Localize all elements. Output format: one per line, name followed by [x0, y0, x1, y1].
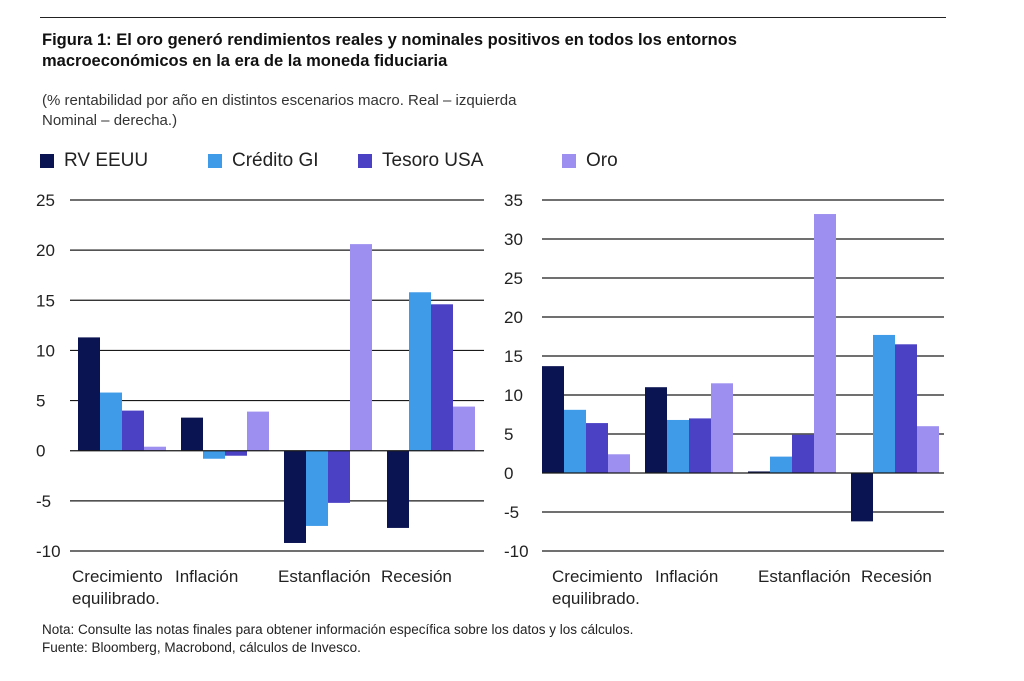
- chart-real: -10 -5 0 5 10 15 20 25 Crecimiento equilibrado. In…: [36, 191, 484, 608]
- y-tick-label: 15: [504, 347, 523, 366]
- bar: [247, 411, 269, 451]
- category-label: Inflación: [655, 567, 718, 586]
- bar: [350, 244, 372, 451]
- bar: [122, 410, 144, 451]
- bar: [453, 406, 475, 451]
- y-tick-label: 20: [504, 308, 523, 327]
- category-label: equilibrado.: [552, 589, 640, 608]
- bar: [667, 419, 689, 473]
- y-tick-label: 30: [504, 230, 523, 249]
- category-label: Crecimiento: [552, 567, 643, 586]
- chart-legend: RV EEUU Crédito GI Tesoro USA Oro: [40, 150, 940, 176]
- legend-swatch: [358, 154, 372, 168]
- bar: [873, 334, 895, 473]
- bar: [770, 456, 792, 473]
- subtitle-line-1: (% rentabilidad por año en distintos esc…: [42, 92, 517, 109]
- y-tick-label: -10: [504, 542, 529, 561]
- bar: [144, 446, 166, 451]
- legend-label: Tesoro USA: [382, 150, 484, 171]
- bar: [851, 473, 873, 522]
- bar: [586, 423, 608, 473]
- y-tick-label: 0: [36, 442, 45, 461]
- source-text: Fuente: Bloomberg, Macrobond, cálculos d…: [42, 640, 361, 655]
- title-line-1: Figura 1: El oro generó rendimientos rea…: [42, 31, 737, 49]
- legend-swatch: [40, 154, 54, 168]
- category-label: equilibrado.: [72, 589, 160, 608]
- bar: [792, 434, 814, 473]
- y-tick-label: 5: [36, 392, 45, 411]
- y-tick-label: -5: [36, 492, 51, 511]
- subtitle-line-2: Nominal – derecha.): [42, 112, 178, 129]
- legend-item-credito-gi: Crédito GI: [208, 150, 319, 172]
- bar: [542, 366, 564, 473]
- bar: [814, 214, 836, 473]
- bar: [181, 417, 203, 451]
- bar: [409, 292, 431, 451]
- legend-label: Oro: [586, 150, 618, 171]
- y-tick-label: 15: [36, 291, 55, 310]
- bar: [645, 387, 667, 473]
- bar: [78, 337, 100, 451]
- category-label: Recesión: [861, 567, 932, 586]
- title-line-2: macroeconómicos en la era de la moneda f…: [42, 52, 448, 70]
- y-tick-label: 25: [36, 191, 55, 210]
- y-tick-label: 10: [504, 386, 523, 405]
- legend-label: RV EEUU: [64, 150, 149, 171]
- y-tick-label: 0: [504, 464, 513, 483]
- footnote: Nota: Consulte las notas finales para ob…: [42, 621, 633, 657]
- bar: [564, 409, 586, 473]
- category-label: Inflación: [175, 567, 238, 586]
- bar: [203, 450, 225, 459]
- legend-swatch: [562, 154, 576, 168]
- y-tick-label: -5: [504, 503, 519, 522]
- category-label: Crecimiento: [72, 567, 163, 586]
- legend-label: Crédito GI: [232, 150, 319, 171]
- bar: [328, 450, 350, 503]
- bar: [689, 418, 711, 473]
- y-tick-label: 20: [36, 241, 55, 260]
- bar: [387, 450, 409, 528]
- y-tick-label: 35: [504, 191, 523, 210]
- legend-item-rv-eeuu: RV EEUU: [40, 150, 148, 172]
- y-tick-label: 25: [504, 269, 523, 288]
- y-tick-label: 10: [36, 341, 55, 360]
- bar: [895, 344, 917, 473]
- y-tick-label: -10: [36, 542, 61, 561]
- chart-nominal: -10 -5 0 5 10 15 20 25 30 35 Crecimiento equilibrad…: [504, 191, 944, 608]
- legend-item-tesoro-usa: Tesoro USA: [358, 150, 483, 172]
- figure-subtitle: (% rentabilidad por año en distintos esc…: [42, 91, 682, 131]
- category-label: Estanflación: [278, 567, 371, 586]
- legend-item-oro: Oro: [562, 150, 618, 172]
- legend-swatch: [208, 154, 222, 168]
- bar: [225, 450, 247, 456]
- bar: [100, 392, 122, 451]
- y-tick-label: 5: [504, 425, 513, 444]
- bar: [306, 450, 328, 526]
- bar: [917, 426, 939, 473]
- figure-title: Figura 1: El oro generó rendimientos rea…: [42, 30, 922, 72]
- bar: [711, 383, 733, 473]
- bar: [748, 471, 770, 473]
- top-rule: [40, 17, 946, 18]
- note-text: Nota: Consulte las notas finales para ob…: [42, 622, 634, 637]
- bar: [284, 450, 306, 543]
- bar: [431, 304, 453, 451]
- bar: [608, 454, 630, 473]
- category-label: Estanflación: [758, 567, 851, 586]
- category-label: Recesión: [381, 567, 452, 586]
